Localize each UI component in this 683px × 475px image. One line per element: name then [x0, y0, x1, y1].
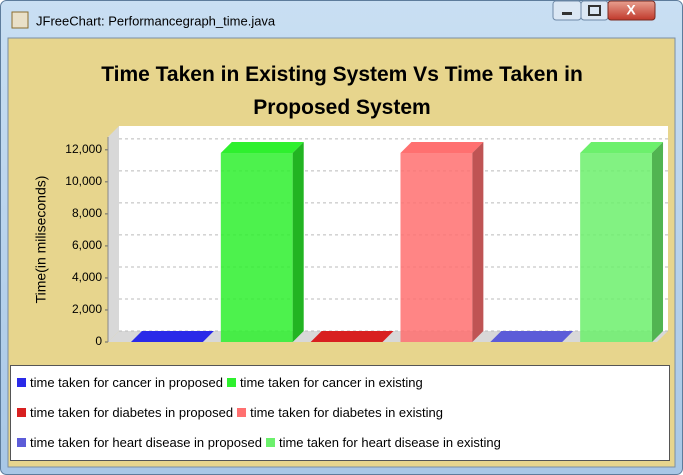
legend-item: time taken for heart disease in proposed	[17, 435, 262, 450]
legend-row: time taken for heart disease in proposed…	[17, 432, 505, 452]
window-title: JFreeChart: Performancegraph_time.java	[36, 13, 276, 28]
bar-top	[220, 142, 304, 154]
bar-side	[652, 142, 664, 342]
legend-item: time taken for diabetes in existing	[237, 405, 443, 420]
legend: time taken for cancer in proposed time ta…	[10, 365, 670, 461]
bar-shade	[292, 142, 304, 342]
legend-label: time taken for heart disease in existing	[278, 434, 501, 450]
legend-label: time taken for cancer in existing	[239, 374, 423, 390]
bar-top	[310, 331, 394, 342]
y-tick-label: 8,000	[72, 206, 102, 220]
chart-title: Time Taken in Existing System Vs Time Ta…	[101, 63, 583, 119]
legend-swatch	[226, 377, 236, 387]
bar-top	[400, 142, 484, 154]
y-tick-label: 10,000	[65, 174, 102, 188]
app-icon	[11, 11, 29, 29]
y-axis-label: Time(in miliseconds)	[33, 176, 49, 304]
legend-label: time taken for cancer in proposed	[30, 374, 223, 390]
minimize-icon	[562, 12, 572, 15]
y-tick-label: 12,000	[65, 142, 102, 156]
y-tick-label: 6,000	[72, 238, 102, 252]
y-tick-label: 0	[95, 334, 102, 348]
maximize-icon	[588, 5, 601, 16]
bar-top	[490, 331, 574, 342]
legend-item: time taken for cancer in existing	[226, 374, 423, 390]
legend-label: time taken for heart disease in proposed	[30, 434, 262, 450]
bar-side	[292, 142, 304, 342]
legend-item: time taken for diabetes in proposed	[17, 405, 233, 420]
legend-swatch	[265, 437, 275, 447]
plot: 0 2,000 4,000 6,000 8,000 10,000 12,000 Time(in…	[33, 126, 668, 348]
legend-item: time taken for heart disease in existing	[265, 434, 501, 450]
left-wall	[108, 126, 119, 342]
bar-top	[130, 331, 214, 342]
legend-swatch	[17, 407, 26, 417]
y-tick-label: 4,000	[72, 270, 102, 284]
legend-item: time taken for cancer in proposed	[17, 375, 223, 390]
maximize-button[interactable]	[580, 0, 609, 21]
bar-side	[472, 142, 484, 342]
bar	[580, 153, 653, 342]
minimize-button[interactable]	[552, 0, 582, 21]
bar	[400, 153, 473, 342]
legend-row: time taken for diabetes in proposed time …	[17, 402, 447, 422]
legend-swatch	[17, 437, 26, 447]
legend-label: time taken for diabetes in existing	[250, 404, 444, 420]
plot-background	[119, 126, 668, 331]
legend-label: time taken for diabetes in proposed	[30, 404, 234, 420]
legend-row: time taken for cancer in proposed time ta…	[17, 372, 427, 392]
bar-top	[580, 142, 664, 154]
close-button[interactable]	[607, 0, 656, 21]
close-icon: X	[626, 2, 636, 18]
bar-shade	[472, 142, 484, 342]
legend-swatch	[17, 377, 26, 387]
legend-swatch	[237, 407, 247, 417]
bar	[220, 153, 293, 342]
bar-shade	[652, 142, 664, 342]
y-tick-label: 2,000	[72, 302, 102, 316]
